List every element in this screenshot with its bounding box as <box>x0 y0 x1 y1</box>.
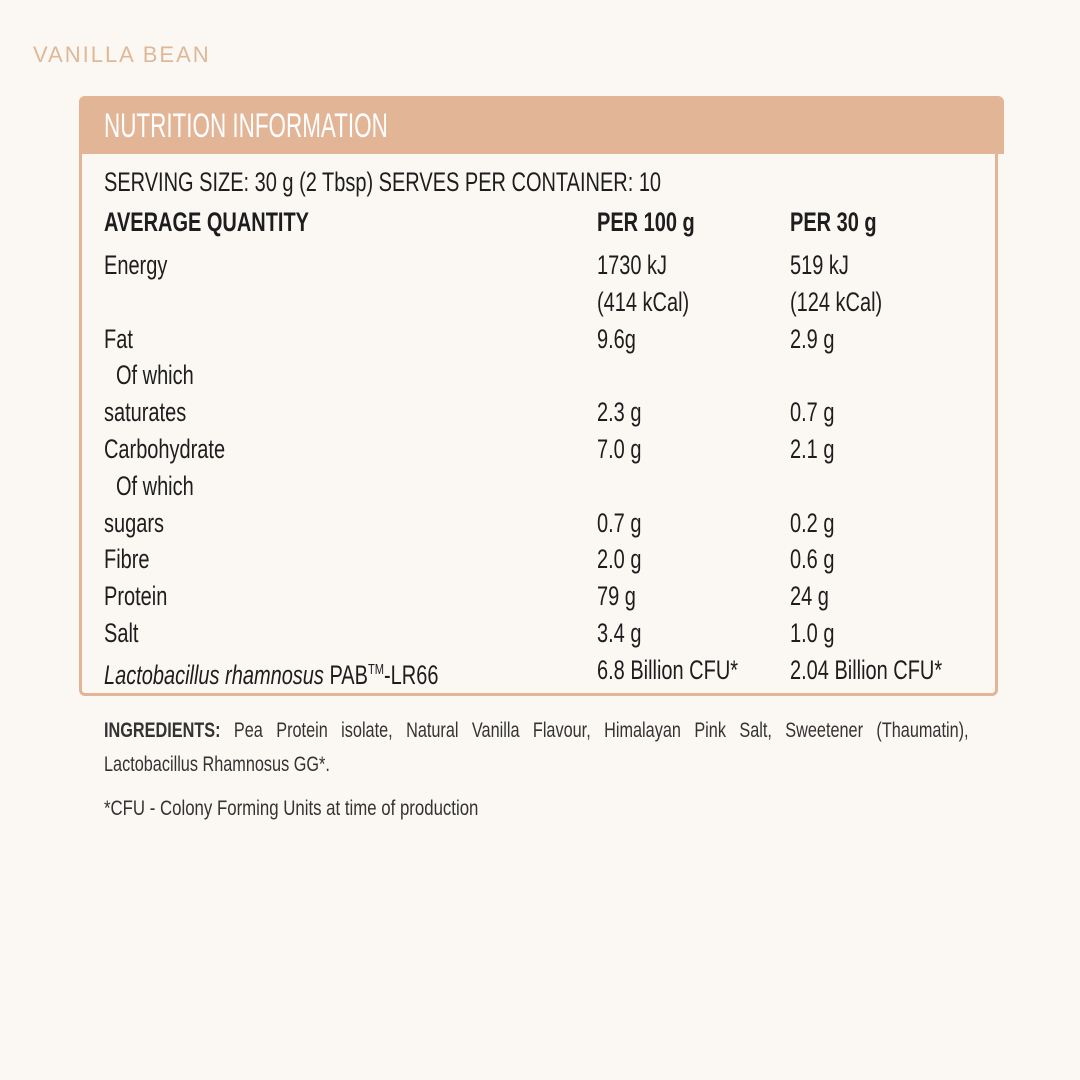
panel-title: NUTRITION INFORMATION <box>104 107 388 145</box>
column-header: PER 100 g <box>597 207 695 237</box>
label-suffix: -LR66 <box>384 659 439 690</box>
row-label: Of which <box>116 360 194 391</box>
row-label: Lactobacillus rhamnosus PABTM-LR66 <box>104 655 438 690</box>
label-name: PAB <box>329 659 368 690</box>
row-value: 0.6 g <box>790 544 835 575</box>
product-name: VANILLA BEAN <box>33 42 211 67</box>
row-value: 9.6g <box>597 323 636 354</box>
row-value: 6.8 Billion CFU* <box>597 654 739 685</box>
row-value: 2.1 g <box>790 434 835 464</box>
row-value: 0.7 g <box>597 507 642 538</box>
row-label: Salt <box>104 618 139 648</box>
row-value: 2.3 g <box>597 397 642 428</box>
column-header: AVERAGE QUANTITY <box>104 207 309 237</box>
row-value: (124 kCal) <box>790 286 883 317</box>
row-value: 0.7 g <box>790 397 835 428</box>
row-value: (414 kCal) <box>597 286 690 317</box>
row-label: Of which <box>116 470 194 501</box>
serving: SERVING SIZE: 30 g (2 Tbsp) SERVES PER C… <box>104 167 662 197</box>
label-superscript: TM <box>367 660 385 678</box>
row-value: 24 g <box>790 581 829 612</box>
row-label: Energy <box>104 250 168 280</box>
row-value: 7.0 g <box>597 434 642 464</box>
row-label: saturates <box>104 397 187 428</box>
row-label: sugars <box>104 507 164 538</box>
column-header: PER 30 g <box>790 207 877 237</box>
label-italic: Lactobacillus rhamnosus <box>104 659 324 690</box>
row-value: 2.9 g <box>790 323 835 354</box>
row-value: 0.2 g <box>790 507 835 538</box>
row-value: 3.4 g <box>597 618 642 648</box>
row-label: Carbohydrate <box>104 434 226 464</box>
ingredients-text: Pea Protein isolate, Natural Vanilla Fla… <box>104 719 969 776</box>
row-value: 1.0 g <box>790 618 835 648</box>
ingredients-heading: INGREDIENTS: <box>104 719 221 742</box>
row-value: 519 kJ <box>790 250 849 280</box>
panel-header <box>79 96 1004 154</box>
ingredients: INGREDIENTS: Pea Protein isolate, Natura… <box>104 714 969 782</box>
row-value: 79 g <box>597 581 636 612</box>
row-value: 2.04 Billion CFU* <box>790 654 943 685</box>
row-value: 2.0 g <box>597 544 642 575</box>
row-label: Fat <box>104 323 133 354</box>
row-value: 1730 kJ <box>597 250 667 280</box>
row-label: Fibre <box>104 544 150 575</box>
footnote: *CFU - Colony Forming Units at time of p… <box>104 797 479 820</box>
row-label: Protein <box>104 581 168 612</box>
